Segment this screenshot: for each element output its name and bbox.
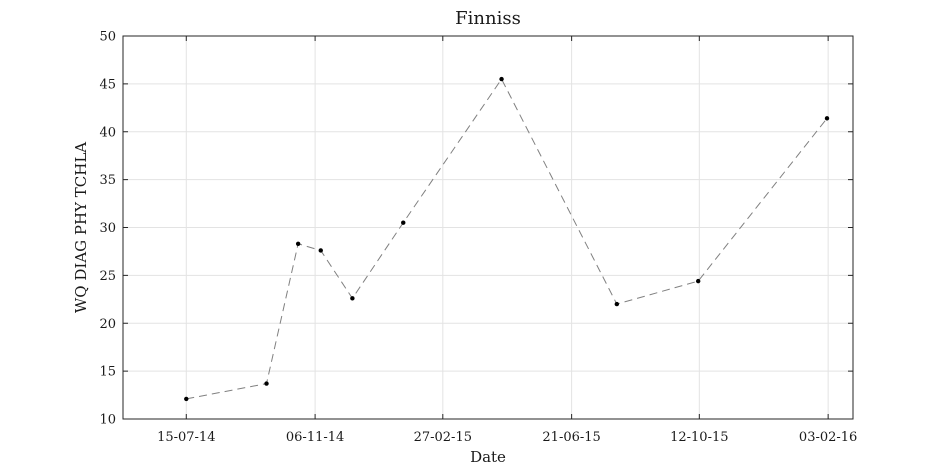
x-tick-label: 03-02-16	[799, 430, 857, 445]
data-point	[350, 296, 355, 301]
data-point	[614, 301, 620, 307]
y-tick-label: 30	[99, 221, 116, 236]
series-line	[186, 78, 828, 400]
y-tick-label: 20	[99, 317, 116, 332]
data-point	[184, 396, 189, 402]
y-tick-label: 50	[99, 30, 116, 45]
axis-ticks: 10 15 20 25 30 35 40 45 50 15-07-14 06-11-14 27-02-…	[99, 30, 857, 446]
data-point	[401, 220, 406, 225]
x-tick-label: 12-10-15	[670, 430, 728, 445]
x-tick-label: 15-07-14	[157, 430, 215, 445]
y-tick-label: 10	[99, 413, 116, 428]
data-point	[824, 116, 830, 121]
data-point	[499, 76, 504, 82]
y-tick-label: 40	[99, 125, 116, 140]
y-tick-label: 45	[99, 77, 116, 92]
y-axis-label: WQ DIAG PHY TCHLA	[72, 142, 90, 313]
chart-title: Finniss	[455, 8, 521, 29]
data-point	[295, 241, 301, 246]
y-tick-label: 25	[99, 269, 116, 284]
x-tick-label: 27-02-15	[414, 430, 472, 445]
x-tick-label: 21-06-15	[542, 430, 600, 445]
y-tick-label: 15	[99, 365, 116, 380]
y-tick-label: 35	[99, 173, 116, 188]
x-tick-label: 06-11-14	[286, 430, 344, 445]
data-series	[184, 76, 830, 402]
x-axis-label: Date	[470, 448, 506, 466]
data-point	[264, 381, 269, 386]
data-point	[318, 248, 323, 253]
grid-lines	[123, 35, 853, 420]
data-point	[695, 278, 701, 284]
